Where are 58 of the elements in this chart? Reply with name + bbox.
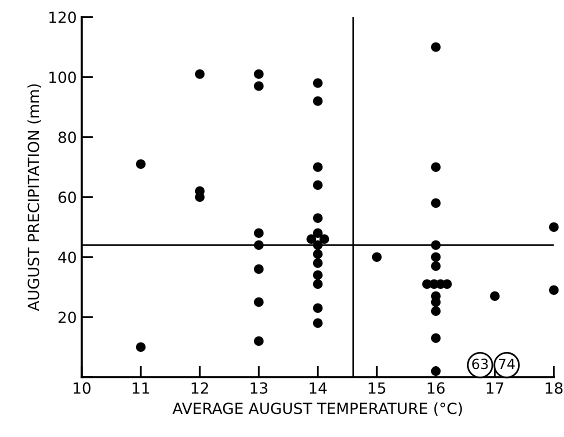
point: [312, 162, 323, 172]
point: [312, 270, 323, 280]
point: [312, 249, 323, 259]
y-tick-label: 60: [58, 192, 76, 204]
x-tick-label: 13: [250, 382, 268, 394]
point: [319, 234, 330, 244]
annotation: 63: [472, 358, 488, 370]
y-tick-label: 80: [58, 132, 76, 144]
point: [254, 228, 264, 238]
point: [430, 306, 441, 316]
point: [430, 162, 441, 172]
point: [312, 240, 323, 250]
point: [430, 252, 441, 262]
point: [312, 213, 323, 223]
point: [430, 240, 441, 250]
x-tick-label: 11: [132, 382, 150, 394]
point: [254, 240, 264, 250]
point: [490, 291, 500, 301]
point: [372, 252, 382, 262]
point: [430, 261, 441, 271]
point: [254, 69, 264, 79]
y-tick-label: 100: [49, 72, 76, 84]
x-tick-label: 10: [74, 382, 90, 394]
point: [548, 222, 559, 232]
x-tick-label: 15: [368, 382, 386, 394]
x-tick-label: 16: [428, 382, 445, 394]
point: [254, 264, 264, 274]
annotation: 74: [498, 358, 515, 369]
x-tick-label: 17: [486, 382, 504, 394]
y-axis-title: AUGUST PRECIPITATION (mm): [27, 84, 42, 312]
point: [312, 303, 323, 313]
y-tick-label: 120: [49, 12, 76, 24]
point: [254, 81, 264, 91]
point: [312, 180, 323, 190]
point: [312, 279, 323, 289]
point: [430, 366, 441, 376]
y-tick-label: 20: [58, 312, 76, 324]
point: [254, 297, 264, 307]
x-tick-label: 12: [192, 382, 208, 394]
point: [254, 336, 264, 346]
point: [312, 78, 323, 88]
y-tick-label: 40: [58, 252, 76, 264]
point: [312, 318, 323, 328]
point: [136, 159, 146, 169]
x-axis-title: AVERAGE AUGUST TEMPERATURE (°C): [172, 402, 462, 416]
point: [136, 342, 146, 352]
point: [194, 69, 205, 79]
point: [312, 228, 323, 238]
point: [442, 279, 452, 289]
point: [312, 96, 323, 106]
x-tick-label: 14: [310, 382, 327, 394]
point: [548, 285, 559, 295]
point: [312, 258, 323, 268]
point: [306, 234, 316, 244]
point: [430, 42, 441, 52]
point: [430, 333, 441, 343]
point: [430, 198, 441, 208]
x-tick-label: 18: [546, 382, 563, 394]
